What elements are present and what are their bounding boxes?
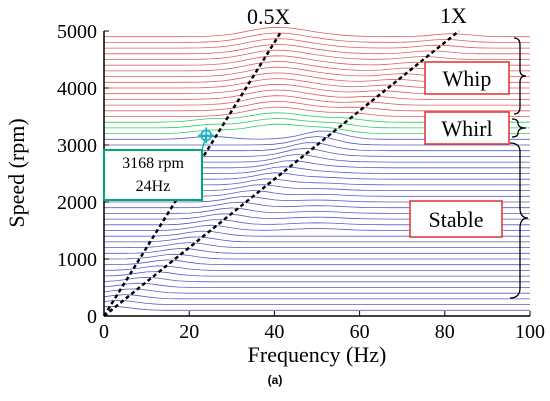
x-tick-label: 20 [179, 321, 199, 343]
regime-labels: Whip Whirl Stable [409, 37, 529, 299]
y-axis-label: Speed (rpm) [4, 118, 29, 227]
waterfall-trace [104, 100, 530, 112]
x-ticks: 0 20 40 60 80 100 [99, 311, 545, 343]
waterfall-trace [103, 271, 530, 277]
waterfall-trace [104, 253, 530, 260]
y-ticks: 0 1000 2000 3000 4000 5000 [57, 21, 109, 328]
waterfall-trace [104, 242, 530, 248]
waterfall-trace [104, 136, 530, 146]
waterfall-trace [104, 32, 530, 43]
order-label-one-x: 1X [440, 3, 467, 28]
waterfall-trace [104, 95, 530, 106]
waterfall-trace [103, 300, 530, 305]
order-line [103, 30, 460, 317]
y-tick-label: 4000 [57, 78, 97, 100]
waterfall-trace [103, 294, 530, 300]
waterfall-trace [104, 89, 530, 100]
waterfall-trace [104, 236, 530, 243]
waterfall-trace [103, 282, 530, 288]
x-tick-label: 80 [435, 321, 455, 343]
annotation-speed: 3168 rpm [122, 155, 184, 172]
whirl-label-box [424, 111, 510, 145]
y-tick-label: 0 [87, 306, 97, 328]
annotation-box [103, 149, 203, 201]
y-tick-label: 3000 [57, 135, 97, 157]
waterfall-trace [103, 305, 530, 311]
y-tick-label: 1000 [57, 249, 97, 271]
transition-marker [198, 127, 215, 151]
waterfall-trace [104, 26, 530, 38]
whirl-brace [511, 118, 527, 138]
stable-label-box [409, 200, 503, 238]
order-label-half-x: 0.5X [247, 4, 291, 29]
waterfall-trace [103, 265, 530, 271]
figure-caption: (a) [268, 373, 283, 387]
x-tick-label: 100 [515, 321, 545, 343]
waterfall-trace [104, 49, 530, 60]
order-lines [102, 30, 460, 317]
y-tick-label: 5000 [57, 21, 97, 43]
waterfall-trace [103, 259, 530, 266]
stable-label: Stable [429, 207, 484, 232]
x-axis-label: Frequency (Hz) [248, 342, 387, 367]
waterfall-trace [104, 38, 530, 49]
whip-label-box [424, 61, 510, 95]
x-tick-label: 60 [350, 321, 370, 343]
whip-brace [513, 37, 527, 115]
whip-label: Whip [443, 66, 492, 91]
x-tick-label: 0 [99, 321, 109, 343]
x-tick-label: 40 [264, 321, 284, 343]
whirl-label: Whirl [441, 116, 492, 141]
waterfall-trace [103, 276, 530, 283]
waterfall-trace [104, 43, 530, 55]
waterfall-trace [103, 288, 530, 294]
y-tick-label: 2000 [57, 192, 97, 214]
waterfall-trace [104, 248, 530, 254]
stable-brace [509, 142, 529, 299]
annotation-frequency: 24Hz [136, 178, 171, 195]
